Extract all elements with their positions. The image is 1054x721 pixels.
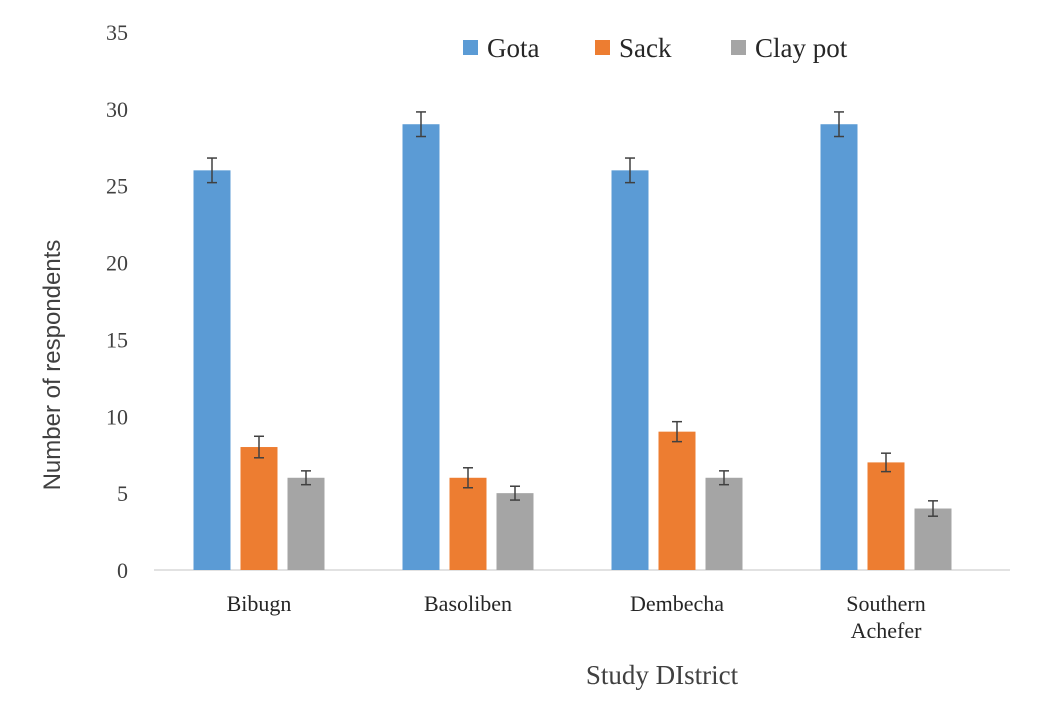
- bar-gota: [402, 124, 440, 570]
- legend-label: Clay pot: [755, 33, 848, 63]
- y-tick-label: 35: [106, 20, 128, 45]
- legend-item-sack: Sack: [595, 33, 672, 63]
- x-tick-label: Bibugn: [227, 591, 292, 616]
- x-tick-label-line: Southern: [846, 591, 925, 616]
- bar-sack: [449, 477, 487, 570]
- error-bar: [672, 420, 682, 443]
- bar-gota: [193, 170, 231, 571]
- error-bar: [719, 470, 729, 486]
- error-bar: [928, 500, 938, 517]
- y-tick-label: 5: [117, 481, 128, 506]
- error-bar: [834, 111, 844, 138]
- bars: [193, 124, 952, 571]
- y-tick-label: 25: [106, 174, 128, 199]
- bar-sack: [658, 431, 696, 570]
- error-bar: [254, 435, 264, 459]
- x-tick-label: Basoliben: [424, 591, 512, 616]
- bar-clay-pot: [287, 477, 325, 570]
- x-axis-title: Study DIstrict: [586, 660, 739, 690]
- x-tick-label-line: Bibugn: [227, 591, 292, 616]
- legend-swatch: [731, 40, 746, 55]
- error-bar: [625, 157, 635, 184]
- y-tick-label: 20: [106, 251, 128, 276]
- bar-gota: [611, 170, 649, 571]
- bar-clay-pot: [705, 477, 743, 570]
- x-tick-labels: Bibugn Basoliben Dembecha Southern Achefer: [227, 591, 926, 643]
- legend-item-gota: Gota: [463, 33, 540, 63]
- error-bar: [463, 467, 473, 489]
- bar-clay-pot: [496, 493, 534, 570]
- legend-swatch: [463, 40, 478, 55]
- bar-gota: [820, 124, 858, 570]
- y-tick-label: 30: [106, 97, 128, 122]
- bar-clay-pot: [914, 508, 952, 570]
- x-tick-label: Dembecha: [630, 591, 724, 616]
- x-tick-label-line: Dembecha: [630, 591, 724, 616]
- legend: Gota Sack Clay pot: [463, 33, 848, 63]
- y-axis-title: Number of respondents: [39, 240, 66, 491]
- x-tick-label: Southern Achefer: [846, 591, 925, 643]
- y-tick-label: 15: [106, 327, 128, 352]
- x-tick-label-line: Basoliben: [424, 591, 512, 616]
- error-bar: [510, 485, 520, 501]
- bar-sack: [867, 462, 905, 570]
- error-bar: [207, 157, 217, 184]
- x-tick-label-line: Achefer: [851, 618, 923, 643]
- y-tick-label: 0: [117, 558, 128, 583]
- legend-label: Sack: [619, 33, 672, 63]
- error-bar: [301, 470, 311, 486]
- legend-swatch: [595, 40, 610, 55]
- y-tick-labels: 0 5 10 15 20 25 30 35: [106, 20, 128, 583]
- error-bar: [881, 452, 891, 473]
- error-bars: [207, 111, 938, 517]
- legend-label: Gota: [487, 33, 540, 63]
- legend-item-clay-pot: Clay pot: [731, 33, 848, 63]
- bar-sack: [240, 447, 278, 570]
- y-tick-label: 10: [106, 404, 128, 429]
- error-bar: [416, 111, 426, 138]
